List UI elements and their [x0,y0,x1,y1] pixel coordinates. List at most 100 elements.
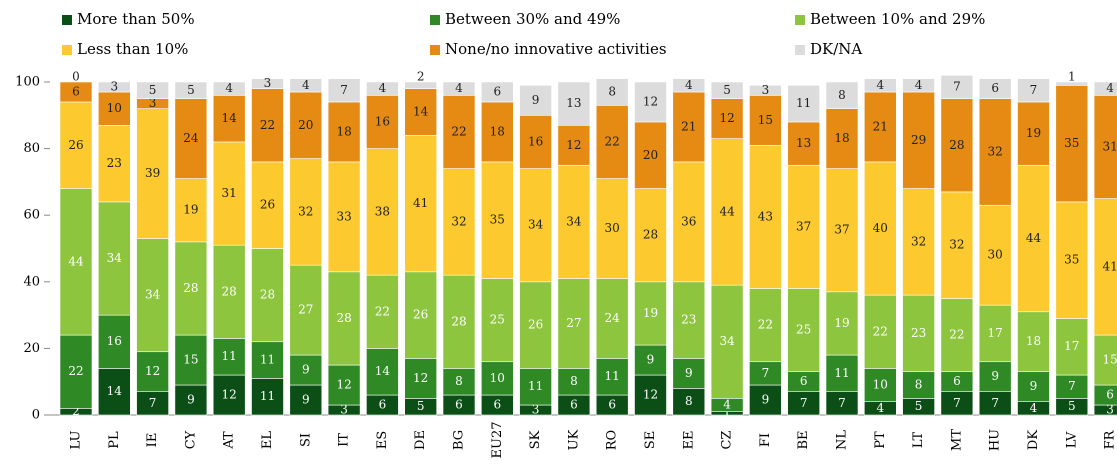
bar-segment [98,91,131,126]
bar-segment [749,95,782,146]
value-label: 8 [608,84,616,98]
bar-segment [1055,81,1089,86]
bar-segment [634,374,667,416]
bar-segment [519,115,552,169]
value-label: 11 [260,389,275,403]
bar-segment [902,91,935,189]
bar-segment [1055,201,1089,319]
value-label: 6 [493,398,501,412]
bar-segment [672,358,706,389]
bar-segment [1017,164,1050,313]
value-label: 24 [605,311,621,325]
x-tick-label: EE [681,431,696,450]
value-label: 31 [222,186,237,200]
value-label: 25 [796,323,811,337]
bar-segment [442,368,476,396]
value-label: 19 [643,306,658,320]
bar-segment [1017,311,1050,373]
value-label: 28 [949,138,964,152]
value-label: 7 [1068,379,1076,393]
x-tick-label: LV [1064,431,1079,448]
bar-segment [863,368,897,402]
x-tick-label: AT [222,431,237,450]
value-label: 11 [222,349,237,363]
value-label: 15 [758,113,773,127]
bar-segment [59,334,93,409]
value-label: 7 [953,79,961,93]
legend-swatch [62,45,72,55]
bar-segment [174,241,208,336]
x-tick-label: SK [528,430,543,449]
x-tick-label: SE [643,431,658,449]
bar-segment [59,188,93,336]
value-label: 7 [953,396,961,410]
bar-segment [749,384,782,416]
value-label: 28 [643,228,658,242]
value-label: 11 [834,366,849,380]
value-label: 26 [528,318,543,332]
value-label: 17 [988,326,1003,340]
value-label: 28 [183,281,198,295]
value-label: 7 [149,396,157,410]
bar-segment [595,78,629,106]
value-label: 8 [915,378,923,392]
value-label: 6 [608,398,616,412]
value-label: 44 [1026,231,1042,245]
value-label: 28 [451,314,466,328]
value-label: 2 [417,70,425,84]
bar-segment [863,78,897,93]
x-tick-label: MT [949,429,964,451]
x-tick-label: HU [988,429,1003,451]
value-label: 22 [68,364,83,378]
legend-label: More than 50% [77,10,195,28]
bar-segment [557,164,591,279]
value-label: 32 [911,234,926,248]
value-label: 7 [762,366,770,380]
value-label: 30 [605,221,620,235]
x-tick-label: NL [835,430,850,450]
value-label: 9 [1030,379,1038,393]
value-label: 15 [183,353,198,367]
value-label: 9 [647,353,655,367]
value-label: 21 [873,119,888,133]
bar-segment [289,78,323,93]
value-label: 8 [685,394,693,408]
bar-segment [212,81,246,96]
bar-segment [710,81,744,99]
value-label: 21 [681,119,696,133]
value-label: 0 [72,70,80,84]
bar-segment [1017,101,1050,166]
value-label: 4 [876,78,884,92]
value-label: 10 [107,101,122,115]
bar-segment [251,161,284,249]
value-label: 12 [643,388,658,402]
value-label: 4 [455,81,463,95]
bar-segment [787,85,821,123]
value-label: 32 [988,144,1003,158]
x-tick-label: EU27 [490,422,505,459]
legend-swatch [430,45,440,55]
bar-segment [327,271,361,366]
value-label: 39 [145,166,160,180]
bar-segment [634,121,667,189]
value-label: 1 [723,406,731,420]
bar-segment [557,81,591,126]
bar-segment [212,95,246,143]
value-label: 19 [183,203,198,217]
bar-segment [327,161,361,273]
bar-segment [366,148,399,276]
bar-segment [327,101,361,163]
value-label: 19 [834,316,849,330]
bar-segment [212,141,246,246]
x-tick-label: EL [260,431,275,449]
value-label: 22 [605,134,620,148]
value-label: 32 [949,238,964,252]
value-label: 41 [1102,259,1117,273]
bar-segment [174,178,208,243]
bar-segment [595,358,629,396]
bar-segment [59,81,93,103]
value-label: 7 [800,396,808,410]
legend-label: Less than 10% [77,40,188,58]
y-tick-label: 60 [23,208,40,223]
bar-segment [480,81,514,103]
